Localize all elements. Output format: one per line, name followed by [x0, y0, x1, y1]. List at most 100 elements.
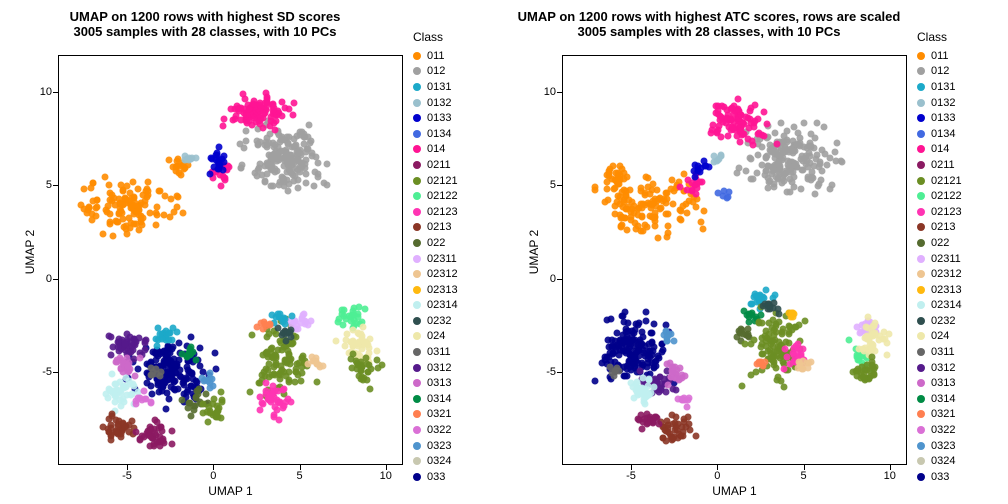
scatter-point: [219, 397, 226, 404]
scatter-point: [313, 358, 320, 365]
scatter-point: [676, 215, 683, 222]
scatter-point: [168, 427, 175, 434]
scatter-point: [258, 172, 265, 179]
scatter-point: [81, 186, 88, 193]
scatter-point: [273, 352, 280, 359]
legend-label: 0133: [931, 112, 955, 124]
title-line2: 3005 samples with 28 classes, with 10 PC…: [577, 24, 840, 39]
scatter-point: [699, 226, 706, 233]
scatter-point: [796, 143, 803, 150]
scatter-point: [777, 119, 784, 126]
legend-label: 02121: [427, 175, 458, 187]
scatter-point: [865, 313, 872, 320]
scatter-point: [254, 109, 261, 116]
legend-label: 02314: [427, 299, 458, 311]
legend-swatch: [917, 332, 925, 340]
scatter-point: [102, 174, 109, 181]
legend-item: 0314: [413, 391, 498, 407]
scatter-point: [176, 340, 183, 347]
scatter-point: [303, 170, 310, 177]
scatter-point: [333, 337, 340, 344]
legend-item: 0133: [413, 110, 498, 126]
scatter-point: [783, 128, 790, 135]
legend-swatch: [917, 426, 925, 434]
scatter-point: [191, 403, 198, 410]
legend-label: 0232: [931, 315, 955, 327]
scatter-point: [861, 347, 868, 354]
scatter-point: [270, 390, 277, 397]
scatter-point: [305, 121, 312, 128]
scatter-point: [214, 409, 221, 416]
scatter-point: [742, 167, 749, 174]
scatter-point: [188, 412, 195, 419]
scatter-point: [810, 175, 817, 182]
legend-label: 02313: [931, 284, 962, 296]
scatter-point: [663, 234, 670, 241]
legend-label: 033: [931, 471, 949, 483]
scatter-point: [304, 146, 311, 153]
scatter-point: [779, 157, 786, 164]
legend-swatch: [413, 130, 421, 138]
y-tick: [53, 372, 58, 373]
scatter-point: [351, 312, 358, 319]
scatter-point: [682, 424, 689, 431]
scatter-point: [817, 160, 824, 167]
scatter-point: [663, 428, 670, 435]
scatter-point: [796, 361, 803, 368]
scatter-point: [285, 161, 292, 168]
scatter-point: [665, 381, 672, 388]
scatter-point: [762, 327, 769, 334]
scatter-point: [646, 391, 653, 398]
legend-swatch: [413, 426, 421, 434]
scatter-point: [263, 365, 270, 372]
scatter-point: [619, 343, 626, 350]
scatter-point: [86, 203, 93, 210]
scatter-point: [362, 339, 369, 346]
legend-label: 022: [427, 237, 445, 249]
scatter-point: [264, 333, 271, 340]
scatter-point: [147, 398, 154, 405]
legend-swatch: [917, 317, 925, 325]
scatter-point: [648, 330, 655, 337]
legend-label: 0324: [931, 455, 955, 467]
legend-swatch: [917, 161, 925, 169]
scatter-point: [749, 301, 756, 308]
scatter-point: [778, 179, 785, 186]
x-tick-label: -5: [122, 470, 132, 482]
y-tick-label: 10: [526, 86, 556, 98]
x-tick-label: 10: [884, 470, 896, 482]
scatter-point: [798, 153, 805, 160]
legend-swatch: [917, 130, 925, 138]
scatter-point: [760, 109, 767, 116]
y-tick-label: 10: [22, 86, 52, 98]
scatter-point: [243, 119, 250, 126]
title-line2: 3005 samples with 28 classes, with 10 PC…: [73, 24, 336, 39]
legend-swatch: [917, 114, 925, 122]
legend-item: 0323: [413, 438, 498, 454]
scatter-point: [280, 386, 287, 393]
legend-swatch: [413, 270, 421, 278]
scatter-point: [270, 412, 277, 419]
scatter-point: [884, 352, 891, 359]
scatter-point: [173, 329, 180, 336]
legend-item: 0132: [413, 95, 498, 111]
scatter-point: [747, 340, 754, 347]
scatter-point: [814, 119, 821, 126]
legend-item: 02314: [413, 298, 498, 314]
legend-item: 0312: [917, 360, 1002, 376]
scatter-point: [168, 337, 175, 344]
scatter-point: [264, 143, 271, 150]
legend-label: 0323: [931, 440, 955, 452]
legend-swatch: [413, 317, 421, 325]
scatter-point: [272, 168, 279, 175]
scatter-point: [157, 383, 164, 390]
legend-item: 0211: [413, 157, 498, 173]
scatter-point: [294, 326, 301, 333]
scatter-point: [184, 366, 191, 373]
scatter-point: [656, 421, 663, 428]
legend-item: 0314: [917, 391, 1002, 407]
scatter-point: [265, 353, 272, 360]
scatter-point: [170, 343, 177, 350]
scatter-point: [167, 195, 174, 202]
scatter-point: [627, 379, 634, 386]
